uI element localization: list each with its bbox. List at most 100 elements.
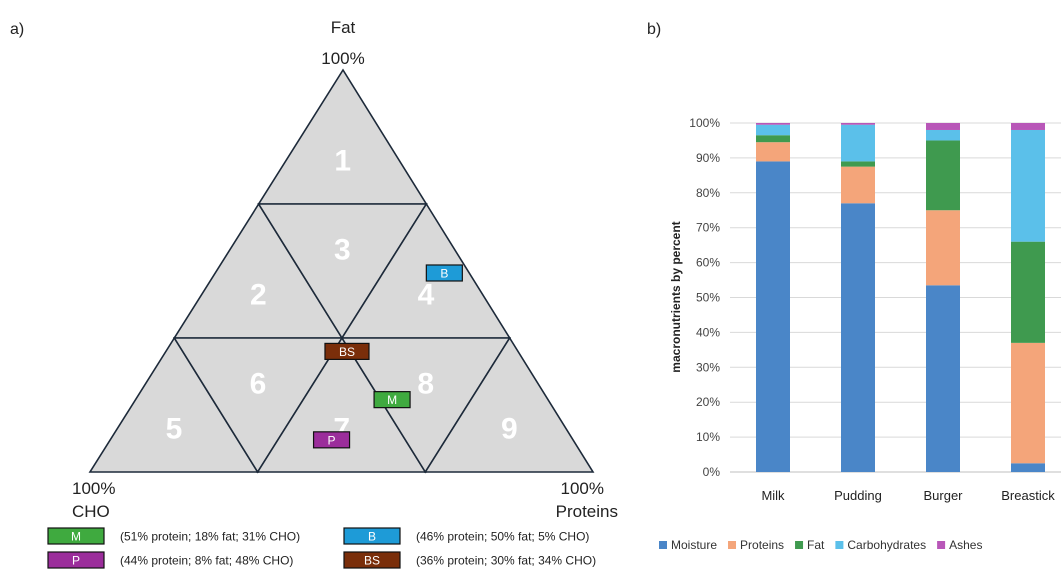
category-label: Burger bbox=[923, 488, 963, 503]
bar-stack-pudding bbox=[841, 123, 875, 472]
sample-legend-box bbox=[47, 551, 105, 569]
legend-swatch bbox=[937, 541, 946, 549]
sample-marker-b: B bbox=[425, 264, 463, 282]
sample-legend-code: B bbox=[368, 530, 376, 544]
region-6-label: 6 bbox=[250, 368, 267, 401]
chart-legend: Moisture Proteins Fat Carbohydrates Ashes bbox=[659, 538, 982, 552]
bar-segment-moisture bbox=[926, 285, 960, 472]
category-label: Milk bbox=[761, 488, 785, 503]
apex-left-name: CHO bbox=[72, 502, 110, 521]
y-tick-label: 80% bbox=[696, 186, 720, 200]
sample-legend-composition: (44% protein; 8% fat; 48% CHO) bbox=[120, 554, 293, 568]
sample-legend-p: P (44% protein; 8% fat; 48% CHO) bbox=[47, 551, 293, 569]
sample-marker-code: B bbox=[440, 266, 448, 280]
region-8-label: 8 bbox=[417, 368, 434, 401]
apex-left-pct: 100% bbox=[72, 479, 115, 498]
apex-top-pct: 100% bbox=[321, 49, 364, 68]
bar-stack-breastick bbox=[1011, 123, 1045, 472]
bar-segment-fat bbox=[1011, 241, 1045, 343]
region-2-label: 2 bbox=[250, 278, 267, 311]
y-tick-label: 30% bbox=[696, 360, 720, 374]
region-5-label: 5 bbox=[166, 412, 183, 445]
y-tick-label: 40% bbox=[696, 325, 720, 339]
legend-swatch bbox=[728, 541, 737, 549]
region-1-label: 1 bbox=[334, 144, 351, 177]
sample-legend-b: B (46% protein; 50% fat; 5% CHO) bbox=[343, 527, 589, 545]
legend-item-carbohydrates: Carbohydrates bbox=[835, 538, 926, 552]
bar-segment-fat bbox=[756, 135, 790, 143]
sample-marker-code: BS bbox=[339, 345, 355, 359]
sample-marker-m: M bbox=[373, 391, 411, 409]
sample-legend-code: M bbox=[71, 530, 81, 544]
legend-label: Carbohydrates bbox=[847, 538, 926, 552]
bar-stack-burger bbox=[926, 123, 960, 472]
category-labels: Milk Pudding Burger Breastick bbox=[761, 488, 1055, 503]
bar-segment-fat bbox=[926, 140, 960, 211]
bar-segment-proteins bbox=[1011, 342, 1045, 464]
sample-marker-bs: BS bbox=[324, 342, 370, 360]
sample-marker-box bbox=[324, 342, 370, 360]
y-tick-label: 60% bbox=[696, 256, 720, 270]
region-1-triangle bbox=[257, 68, 428, 205]
legend-item-moisture: Moisture bbox=[659, 538, 717, 552]
bar-segment-carbohydrates bbox=[841, 124, 875, 162]
bar-segment-carbohydrates bbox=[756, 124, 790, 136]
region-3-label: 3 bbox=[334, 234, 351, 267]
sample-legend-composition: (51% protein; 18% fat; 31% CHO) bbox=[120, 530, 300, 544]
legend-item-proteins: Proteins bbox=[728, 538, 784, 552]
bar-segment-carbohydrates bbox=[926, 129, 960, 141]
bar-stack-milk bbox=[756, 123, 790, 472]
region-9-triangle bbox=[423, 336, 595, 473]
bar-segment-ashes bbox=[1011, 123, 1045, 130]
sample-legend-code: BS bbox=[364, 554, 380, 568]
panel-b-label: b) bbox=[647, 21, 661, 38]
legend-swatch bbox=[835, 541, 844, 549]
sample-legend: M (51% protein; 18% fat; 31% CHO) B (46% pr… bbox=[47, 527, 596, 569]
sample-marker-p: P bbox=[312, 431, 351, 449]
bar-segment-proteins bbox=[756, 142, 790, 162]
bar-segment-carbohydrates bbox=[1011, 129, 1045, 242]
y-axis-label: macronutrients by percent bbox=[669, 221, 683, 372]
legend-swatch bbox=[659, 541, 667, 549]
sample-legend-bs: BS (36% protein; 30% fat; 34% CHO) bbox=[343, 551, 596, 569]
legend-swatch bbox=[795, 541, 804, 549]
stacked-bar-chart-panel: b) macronutrients by percent 0% 10% 20% 30%… bbox=[647, 21, 1061, 552]
y-tick-label: 90% bbox=[696, 151, 720, 165]
apex-right-pct: 100% bbox=[561, 479, 604, 498]
sample-marker-code: M bbox=[387, 393, 397, 407]
sample-legend-composition: (46% protein; 50% fat; 5% CHO) bbox=[416, 530, 589, 544]
sample-marker-box bbox=[312, 431, 351, 449]
legend-label: Ashes bbox=[949, 538, 982, 552]
sample-legend-composition: (36% protein; 30% fat; 34% CHO) bbox=[416, 554, 596, 568]
y-tick-label: 0% bbox=[703, 465, 721, 479]
sample-markers: M B P BS bbox=[312, 264, 463, 449]
bar-segment-ashes bbox=[841, 123, 875, 125]
y-tick-label: 100% bbox=[689, 116, 720, 130]
legend-label: Fat bbox=[807, 538, 825, 552]
sample-legend-m: M (51% protein; 18% fat; 31% CHO) bbox=[47, 527, 300, 545]
panel-a-label: a) bbox=[10, 21, 24, 38]
bar-segment-ashes bbox=[926, 123, 960, 130]
sample-marker-box bbox=[425, 264, 463, 282]
region-9-label: 9 bbox=[501, 412, 518, 445]
category-label: Pudding bbox=[834, 488, 882, 503]
legend-label: Proteins bbox=[740, 538, 784, 552]
bars bbox=[756, 123, 1045, 472]
legend-item-fat: Fat bbox=[795, 538, 825, 552]
sample-legend-box bbox=[47, 527, 105, 545]
y-tick-label: 70% bbox=[696, 221, 720, 235]
legend-label: Moisture bbox=[671, 538, 717, 552]
bar-segment-fat bbox=[841, 161, 875, 167]
apex-top-name: Fat bbox=[331, 18, 356, 37]
y-tick-labels: 0% 10% 20% 30% 40% 50% 60% 70% 80% 90% 100% bbox=[689, 116, 720, 479]
bar-segment-moisture bbox=[1011, 463, 1045, 472]
sample-legend-box bbox=[343, 551, 401, 569]
sample-marker-box bbox=[373, 391, 411, 409]
bar-segment-ashes bbox=[756, 123, 790, 125]
legend-item-ashes: Ashes bbox=[937, 538, 982, 552]
region-4-label: 4 bbox=[418, 278, 435, 311]
y-tick-label: 10% bbox=[696, 430, 720, 444]
bar-segment-moisture bbox=[756, 161, 790, 472]
